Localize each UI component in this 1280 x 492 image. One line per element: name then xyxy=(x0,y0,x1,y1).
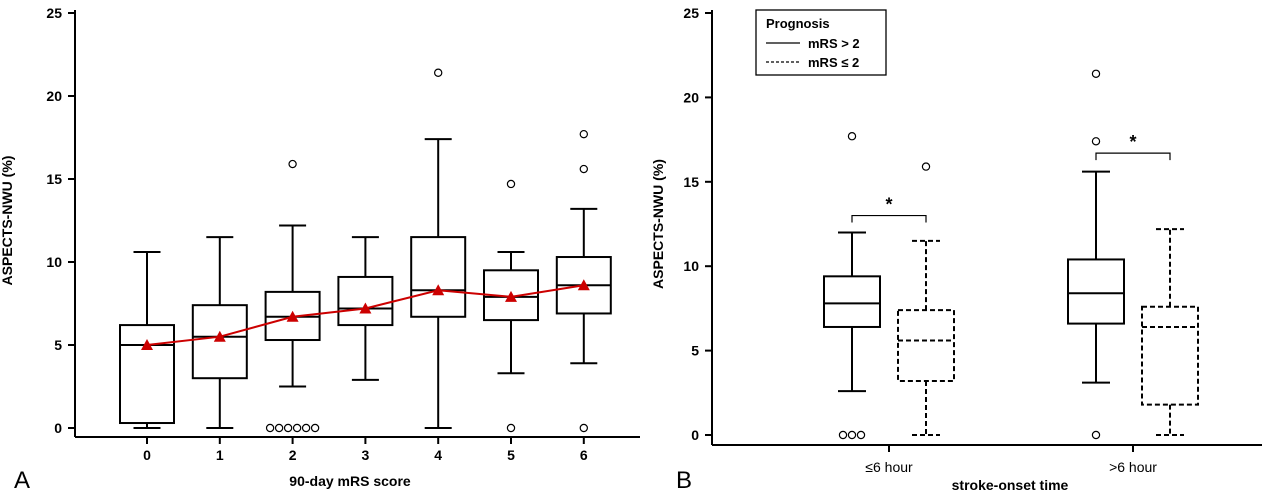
b-series-1-box-0 xyxy=(897,239,955,436)
a-mean-marker-4 xyxy=(432,284,445,296)
b-x-axis-label: stroke-onset time xyxy=(952,477,1069,492)
a-x-tick-label-4: 4 xyxy=(434,447,442,463)
a-box-4-iqr-box xyxy=(410,236,467,318)
a-mean-marker-1 xyxy=(213,330,226,342)
b-significance-bracket-0 xyxy=(851,214,927,223)
a-box-6-outlier-1 xyxy=(579,164,589,174)
b-series-0-box-0-zero-outlier-1 xyxy=(847,430,857,440)
b-y-tick-label-5: 25 xyxy=(683,5,699,21)
b-x-tick-label-0: ≤6 hour xyxy=(865,459,913,475)
a-box-4-outlier-0 xyxy=(434,68,443,77)
b-x-tick-label-1: >6 hour xyxy=(1109,459,1157,475)
a-box-2 xyxy=(264,224,321,388)
b-significance-bracket-1 xyxy=(1095,152,1171,161)
a-mean-marker-2 xyxy=(286,310,299,322)
a-box-3-iqr-box xyxy=(337,275,394,327)
a-box-6-zero-outlier-0 xyxy=(579,423,589,433)
a-x-tick-label-2: 2 xyxy=(289,447,297,463)
a-mean-marker-0 xyxy=(141,339,153,350)
b-legend-label-0: mRS > 2 xyxy=(808,36,860,51)
a-x-tick-label-1: 1 xyxy=(216,447,224,463)
a-box-5-zero-outlier-0 xyxy=(506,423,516,433)
a-y-tick-label-5: 25 xyxy=(46,5,62,21)
b-series-0-box-1-outlier-0 xyxy=(1091,69,1101,78)
b-series-0-box-1-iqr-box xyxy=(1067,258,1125,325)
a-box-2-zero-outlier-5 xyxy=(310,423,320,433)
b-series-1-box-0-iqr-box xyxy=(897,309,955,382)
a-y-axis-label: ASPECTS-NWU (%) xyxy=(0,156,15,286)
panel-b-chart: 0 5 10 15 20 25 ASPECTS-NWU (%) stroke-onset ti… xyxy=(650,5,1262,492)
a-box-6-outlier-0 xyxy=(579,129,589,139)
b-series-0-box-0 xyxy=(823,231,881,393)
b-series-1-box-1-iqr-box xyxy=(1141,305,1199,406)
a-box-2-zero-outlier-3 xyxy=(292,423,302,433)
a-box-2-zero-outlier-0 xyxy=(265,423,275,433)
b-y-tick-label-3: 15 xyxy=(683,174,699,190)
b-significance-star-1: * xyxy=(1129,132,1136,152)
a-y-tick-label-4: 20 xyxy=(46,88,62,104)
a-box-2-zero-outlier-2 xyxy=(283,423,293,433)
a-x-tick-label-0: 0 xyxy=(143,447,151,463)
b-y-tick-label-1: 5 xyxy=(691,343,699,359)
a-mean-marker-5 xyxy=(505,290,517,302)
b-series-1-box-0-outlier-0 xyxy=(921,162,931,171)
b-y-tick-label-2: 10 xyxy=(683,258,699,274)
a-box-5 xyxy=(483,251,539,375)
b-series-0-box-0-iqr-box xyxy=(823,275,881,328)
b-y-tick-label-4: 20 xyxy=(683,89,699,105)
a-y-tick-label-2: 10 xyxy=(46,254,62,270)
b-legend: Prognosis mRS > 2 mRS ≤ 2 xyxy=(755,9,887,76)
b-y-tick-label-0: 0 xyxy=(691,427,699,443)
a-y-tick-label-1: 5 xyxy=(54,337,62,353)
a-box-1 xyxy=(191,236,248,429)
a-y-tick-label-3: 15 xyxy=(46,171,62,187)
a-mean-marker-6 xyxy=(577,279,590,291)
b-y-axis-label: ASPECTS-NWU (%) xyxy=(650,159,666,289)
b-series-0-box-1-zero-outlier-0 xyxy=(1091,430,1101,440)
panel-a-letter: A xyxy=(14,467,30,492)
a-box-4 xyxy=(410,138,467,429)
a-x-tick-label-5: 5 xyxy=(507,447,515,463)
b-series-0-box-1 xyxy=(1067,170,1125,384)
a-box-2-zero-outlier-4 xyxy=(301,423,311,433)
b-legend-title: Prognosis xyxy=(766,16,830,31)
a-box-5-outlier-0 xyxy=(506,179,516,189)
a-x-tick-label-6: 6 xyxy=(580,447,588,463)
panel-b-letter: B xyxy=(676,467,692,492)
a-x-tick-label-3: 3 xyxy=(362,447,370,463)
b-significance-star-0: * xyxy=(885,195,892,215)
b-series-0-box-0-zero-outlier-2 xyxy=(856,430,866,440)
b-series-0-box-1-outlier-1 xyxy=(1091,137,1101,146)
a-box-2-outlier-0 xyxy=(288,159,297,169)
a-box-2-zero-outlier-1 xyxy=(274,423,284,433)
b-series-1-box-1 xyxy=(1141,228,1199,436)
b-series-0-box-0-zero-outlier-0 xyxy=(838,430,848,440)
a-y-tick-label-0: 0 xyxy=(54,420,62,436)
a-x-axis-label: 90-day mRS score xyxy=(289,473,411,489)
b-legend-label-1: mRS ≤ 2 xyxy=(808,55,859,70)
b-series-0-box-0-outlier-0 xyxy=(847,132,857,141)
a-mean-marker-3 xyxy=(359,302,372,314)
